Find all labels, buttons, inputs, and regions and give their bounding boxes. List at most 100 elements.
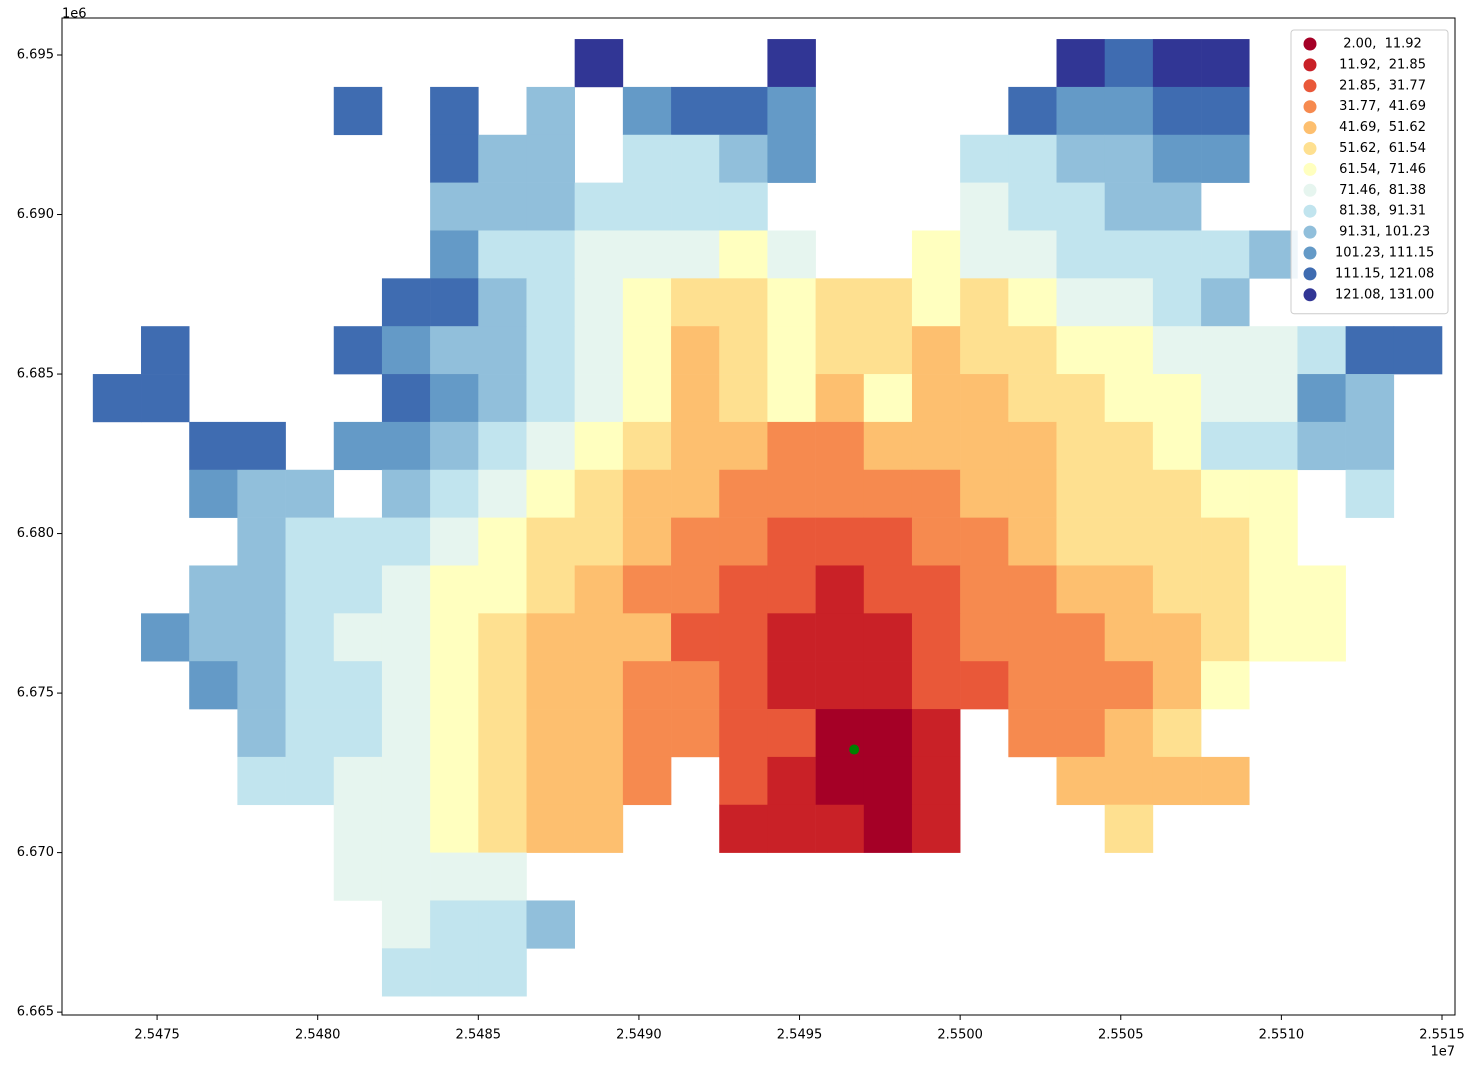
grid-cell [1056,182,1106,231]
grid-cell [719,517,768,566]
grid-cell [1008,374,1057,423]
grid-cell [1152,278,1202,327]
grid-cell [333,326,383,375]
cells [92,39,1443,997]
legend-label: 111.15, 121.08 [1335,266,1434,281]
grid-cell [1201,469,1250,518]
grid-cell [719,134,768,183]
grid-cell [767,804,816,853]
grid-cell [526,565,575,614]
grid-cell [960,517,1009,566]
grid-cell [1201,134,1250,183]
grid-cell [1008,421,1057,471]
grid-cell [1104,709,1154,758]
grid-cell [1056,469,1106,518]
grid-cell [526,374,575,423]
grid-cell [719,709,768,758]
grid-cell [574,517,624,566]
grid-cell [1297,374,1346,423]
grid-cell [189,661,238,710]
grid-cell [719,182,768,231]
grid-cell [478,469,527,518]
grid-cell [1297,613,1346,662]
grid-cell [671,182,720,231]
grid-cell [285,756,335,806]
grid-cell [237,517,286,566]
grid-cell [526,421,575,471]
x-tick-label: 2.5490 [616,1028,662,1043]
grid-cell [1008,517,1057,566]
grid-cell [478,517,527,566]
grid-cell [526,613,575,662]
legend-marker [1303,246,1317,260]
grid-cell [1104,613,1154,662]
x-offset-label: 1e7 [1430,1045,1455,1060]
grid-cell [430,613,479,662]
x-tick-label: 2.5510 [1259,1028,1305,1043]
legend-label: 91.31, 101.23 [1335,225,1430,240]
legend-label: 101.23, 111.15 [1335,246,1434,261]
legend-marker [1303,162,1317,176]
legend-label: 11.92, 21.85 [1335,57,1426,72]
grid-cell [1008,182,1057,231]
grid-cell [767,421,816,471]
grid-cell [815,517,865,566]
grid-cell [863,326,913,375]
grid-cell [911,469,961,518]
grid-cell [767,661,816,710]
grid-cell [333,661,383,710]
grid-cell [767,469,816,518]
grid-cell [430,326,479,375]
grid-cell [1201,326,1250,375]
grid-cell [767,613,816,662]
grid-cell [1201,86,1250,136]
grid-cell [815,613,865,662]
grid-cell [526,326,575,375]
grid-cell [1008,661,1057,710]
legend-marker [1303,37,1317,51]
legend-marker [1303,225,1317,239]
legend-marker [1303,267,1317,281]
grid-cell [478,948,527,997]
grid-cell [1056,421,1106,471]
y-tick-label: 6.685 [17,367,54,382]
grid-cell [1008,86,1057,136]
grid-cell [1104,374,1154,423]
grid-cell [719,565,768,614]
grid-cell [141,613,190,662]
legend-marker [1303,79,1317,93]
grid-cell [960,661,1009,710]
grid-cell [815,278,865,327]
grid-cell [960,565,1009,614]
grid-cell [622,469,672,518]
y-tick-label: 6.670 [17,845,54,860]
grid-cell [815,469,865,518]
grid-cell [574,230,624,279]
grid-cell [1201,565,1250,614]
grid-cell [333,756,383,806]
grid-cell [767,230,816,279]
grid-cell [381,661,431,710]
grid-cell [478,709,527,758]
grid-cell [478,804,527,853]
grid-cell [1249,613,1298,662]
grid-cell [622,278,672,327]
grid-cell [1056,230,1106,279]
grid-cell [767,39,816,88]
grid-cell [671,230,720,279]
grid-cell [863,278,913,327]
grid-cell [1056,278,1106,327]
grid-cell [1104,326,1154,375]
grid-cell [1249,421,1298,471]
y-offset-label: 1e6 [62,7,87,22]
grid-cell [574,374,624,423]
grid-cell [911,517,961,566]
grid-cell [381,421,431,471]
grid-cell [381,517,431,566]
grid-cell [767,86,816,136]
grid-cell [1201,39,1250,88]
legend-label: 31.77, 41.69 [1335,99,1426,114]
grid-cell [960,374,1009,423]
grid-cell [1008,613,1057,662]
grid-cell [622,709,672,758]
